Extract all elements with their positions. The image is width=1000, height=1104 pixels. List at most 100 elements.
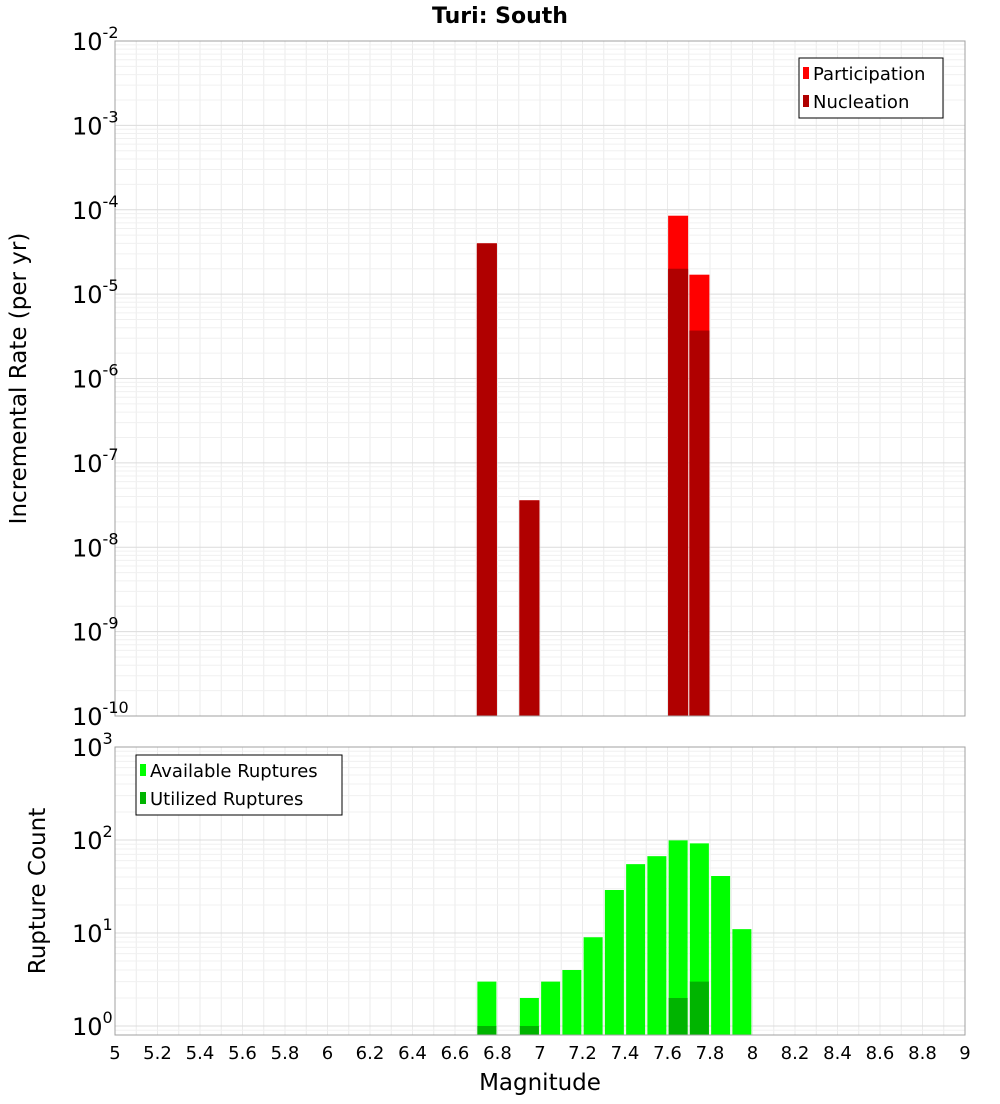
x-tick-label: 8.6 bbox=[866, 1043, 895, 1064]
x-tick-label: 6.6 bbox=[441, 1043, 470, 1064]
bar bbox=[541, 981, 561, 1035]
x-tick-label: 6.2 bbox=[356, 1043, 385, 1064]
bar bbox=[583, 937, 603, 1035]
legend-box bbox=[135, 754, 343, 816]
legend-label: Utilized Ruptures bbox=[150, 789, 303, 810]
tick-exponent: -4 bbox=[103, 192, 119, 211]
y-tick-label: 10-4 bbox=[72, 192, 119, 225]
x-tick-label: 6.4 bbox=[398, 1043, 427, 1064]
grid-lines bbox=[114, 40, 966, 717]
x-tick-label: 5.4 bbox=[186, 1043, 215, 1064]
bar bbox=[477, 1025, 497, 1035]
tick-base: 10 bbox=[72, 827, 103, 855]
y-axis-label: Incremental Rate (per yr) bbox=[6, 233, 32, 525]
bar bbox=[647, 856, 667, 1035]
bar bbox=[477, 981, 497, 1035]
bar bbox=[519, 997, 539, 1035]
tick-base: 10 bbox=[72, 619, 103, 647]
legend: Participation Nucleation bbox=[798, 57, 944, 119]
bar bbox=[562, 969, 582, 1035]
y-tick-label: 10-7 bbox=[72, 445, 119, 478]
series-nucleation bbox=[476, 243, 710, 717]
x-tick-label: 7 bbox=[534, 1043, 545, 1064]
x-tick-label: 8.2 bbox=[781, 1043, 810, 1064]
bar bbox=[732, 929, 752, 1035]
legend-swatch bbox=[803, 95, 809, 107]
y-tick-label: 102 bbox=[72, 822, 113, 855]
tick-exponent: 2 bbox=[103, 822, 113, 841]
tick-exponent: 3 bbox=[103, 729, 113, 748]
bar bbox=[689, 981, 709, 1035]
tick-base: 10 bbox=[72, 1013, 103, 1041]
tick-base: 10 bbox=[72, 734, 103, 762]
tick-exponent: -8 bbox=[103, 529, 119, 548]
bar bbox=[519, 1025, 539, 1035]
tick-exponent: -9 bbox=[103, 614, 119, 633]
plot-border bbox=[114, 40, 966, 717]
bar bbox=[689, 330, 710, 716]
y-tick-label: 10-3 bbox=[72, 107, 119, 140]
tick-exponent: -6 bbox=[103, 361, 119, 380]
x-tick-label: 7.6 bbox=[653, 1043, 682, 1064]
bar bbox=[668, 268, 689, 716]
legend-swatch bbox=[140, 764, 146, 776]
y-tick-label: 101 bbox=[72, 915, 113, 948]
tick-exponent: 1 bbox=[103, 915, 113, 934]
bar bbox=[604, 889, 624, 1035]
legend-label: Nucleation bbox=[813, 92, 909, 113]
tick-base: 10 bbox=[72, 281, 103, 309]
bar bbox=[711, 876, 731, 1035]
bar bbox=[519, 500, 540, 716]
tick-exponent: -2 bbox=[103, 23, 119, 42]
tick-base: 10 bbox=[72, 197, 103, 225]
bar bbox=[668, 840, 688, 1035]
y-tick-label: 10-9 bbox=[72, 614, 119, 647]
x-tick-label: 8.8 bbox=[908, 1043, 937, 1064]
tick-base: 10 bbox=[72, 28, 103, 56]
x-tick-label: 5 bbox=[109, 1043, 120, 1064]
y-tick-label: 100 bbox=[72, 1008, 113, 1041]
x-tick-label: 5.2 bbox=[143, 1043, 172, 1064]
legend-label: Available Ruptures bbox=[150, 761, 318, 782]
tick-base: 10 bbox=[72, 450, 103, 478]
x-tick-label: 5.6 bbox=[228, 1043, 257, 1064]
y-axis-label: Rupture Count bbox=[25, 808, 51, 974]
tick-exponent: -5 bbox=[103, 276, 119, 295]
series-utilized-ruptures bbox=[477, 981, 709, 1035]
y-tick-label: 10-8 bbox=[72, 529, 119, 562]
x-tick-labels: 5 5.2 5.4 5.6 5.8 6 6.2 6.4 6.6 6.8 7 7.2 7.4 7.6 7.8 8… bbox=[109, 1043, 970, 1064]
bar bbox=[668, 997, 688, 1035]
tick-base: 10 bbox=[72, 112, 103, 140]
x-tick-label: 8 bbox=[747, 1043, 758, 1064]
x-tick-label: 6.8 bbox=[483, 1043, 512, 1064]
x-tick-label: 8.4 bbox=[823, 1043, 852, 1064]
y-tick-label: 10-2 bbox=[72, 23, 119, 56]
legend: Available Ruptures Utilized Ruptures bbox=[135, 754, 343, 816]
legend-box bbox=[798, 57, 944, 119]
legend-label: Participation bbox=[813, 64, 925, 85]
x-tick-label: 9 bbox=[959, 1043, 970, 1064]
legend-swatch bbox=[803, 67, 809, 79]
top-panel: 10-1010-910-810-710-610-510-410-310-2Inc… bbox=[6, 23, 966, 731]
chart-title: Turi: South bbox=[432, 4, 568, 29]
tick-exponent: -10 bbox=[103, 698, 129, 717]
x-tick-label: 7.8 bbox=[696, 1043, 725, 1064]
tick-exponent: -7 bbox=[103, 445, 119, 464]
plot-border bbox=[114, 746, 966, 1036]
y-tick-label: 103 bbox=[72, 729, 113, 762]
y-tick-label: 10-10 bbox=[72, 698, 129, 731]
x-tick-label: 7.4 bbox=[611, 1043, 640, 1064]
tick-base: 10 bbox=[72, 366, 103, 394]
x-tick-label: 7.2 bbox=[568, 1043, 597, 1064]
legend-swatch bbox=[140, 792, 146, 804]
x-axis-label: Magnitude bbox=[479, 1070, 601, 1096]
x-tick-label: 5.8 bbox=[271, 1043, 300, 1064]
tick-base: 10 bbox=[72, 920, 103, 948]
tick-base: 10 bbox=[72, 703, 103, 731]
y-tick-label: 10-6 bbox=[72, 361, 119, 394]
x-tick-label: 6 bbox=[322, 1043, 333, 1064]
